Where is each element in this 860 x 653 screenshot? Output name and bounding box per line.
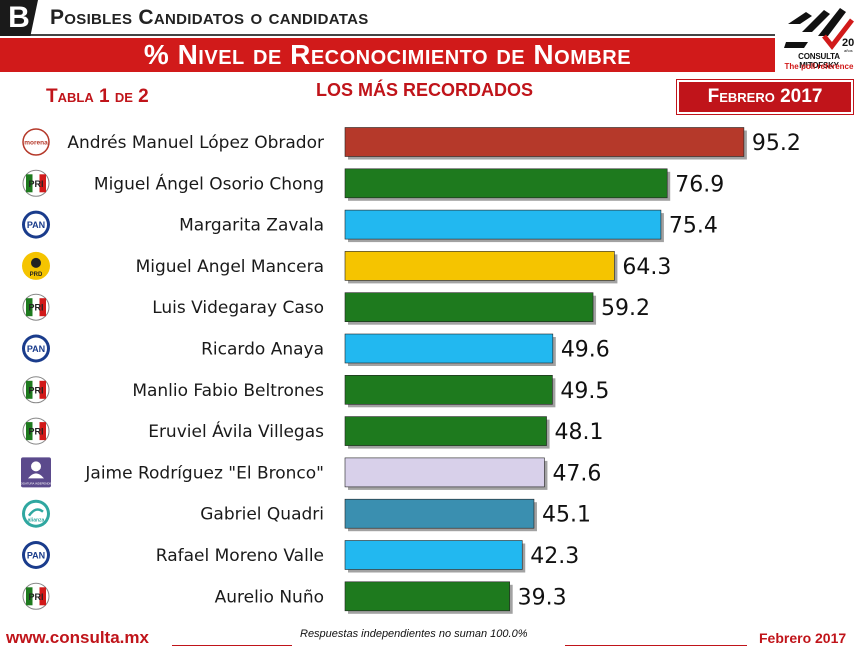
value-label: 59.2 bbox=[601, 296, 650, 321]
chart-row: PRI Eruviel Ávila Villegas 48.1 bbox=[22, 416, 604, 449]
chart-subtitle: LOS MÁS RECORDADOS bbox=[316, 80, 534, 100]
bar-pri bbox=[344, 374, 553, 405]
candidate-label: Andrés Manuel López Obrador bbox=[67, 133, 324, 153]
value-label: 45.1 bbox=[542, 503, 591, 528]
footer-divider-right bbox=[565, 645, 747, 646]
prd-party-icon: PRD bbox=[22, 251, 50, 280]
candidate-label: Miguel Angel Mancera bbox=[136, 257, 324, 277]
svg-text:PRI: PRI bbox=[28, 385, 43, 395]
section-title: Posibles Candidatos o candidatas bbox=[50, 6, 369, 29]
value-label: 39.3 bbox=[518, 585, 567, 610]
morena-party-icon: morena bbox=[22, 128, 50, 156]
bar-pri bbox=[344, 581, 510, 612]
candidate-label: Miguel Ángel Osorio Chong bbox=[94, 172, 324, 194]
bar-pan bbox=[344, 333, 554, 364]
panal-party-icon: alianza bbox=[22, 499, 50, 528]
pri-party-icon: PRI bbox=[22, 169, 50, 197]
footer-note: Respuestas independientes no suman 100.0… bbox=[300, 628, 528, 640]
candidate-label: Gabriel Quadri bbox=[200, 505, 324, 525]
svg-text:alianza: alianza bbox=[28, 518, 45, 524]
independiente-party-icon: CANDIDATURA INDEPENDIENTE bbox=[14, 457, 58, 488]
main-title-bar bbox=[0, 38, 775, 72]
recognition-bar-chart: morena Andrés Manuel López Obrador 95.2 PRI… bbox=[14, 127, 801, 614]
pri-party-icon: PRI bbox=[22, 293, 50, 321]
value-label: 48.1 bbox=[555, 420, 604, 445]
candidate-label: Luis Videgaray Caso bbox=[152, 298, 324, 318]
pan-party-icon: PAN bbox=[22, 210, 50, 239]
candidate-label: Aurelio Nuño bbox=[215, 587, 324, 607]
pri-party-icon: PRI bbox=[22, 376, 50, 404]
bar-pri bbox=[344, 292, 594, 322]
value-label: 42.3 bbox=[530, 544, 579, 569]
value-label: 47.6 bbox=[552, 461, 601, 486]
date-badge: Febrero 2017 bbox=[676, 79, 854, 115]
value-label: 49.6 bbox=[561, 338, 610, 363]
value-label: 75.4 bbox=[669, 214, 718, 239]
candidate-label: Rafael Moreno Valle bbox=[156, 546, 324, 566]
logo-name: CONSULTA MITOFSKY bbox=[798, 52, 840, 70]
value-label: 64.3 bbox=[622, 255, 671, 280]
chart-row: PAN Margarita Zavala 75.4 bbox=[22, 209, 718, 243]
bar-prd bbox=[344, 251, 615, 281]
chart-row: alianza Gabriel Quadri 45.1 bbox=[22, 498, 591, 532]
bar-pan bbox=[344, 540, 523, 570]
svg-text:PRI: PRI bbox=[28, 179, 43, 189]
svg-text:PRD: PRD bbox=[30, 272, 43, 278]
chart-row: PAN Rafael Moreno Valle 42.3 bbox=[22, 540, 579, 573]
svg-text:PAN: PAN bbox=[27, 220, 45, 230]
pri-party-icon: PRI bbox=[22, 417, 50, 445]
bar-independiente bbox=[344, 457, 545, 488]
footer-url[interactable]: www.consulta.mx bbox=[6, 628, 149, 647]
svg-text:PAN: PAN bbox=[27, 551, 45, 561]
candidate-label: Jaime Rodríguez "El Bronco" bbox=[84, 463, 324, 483]
logo-tagline: The poll reference bbox=[784, 62, 854, 71]
chart-row: morena Andrés Manuel López Obrador 95.2 bbox=[22, 127, 801, 160]
main-title: % Nivel de Reconocimiento de Nombre bbox=[143, 39, 632, 70]
pan-party-icon: PAN bbox=[22, 541, 50, 569]
svg-text:CANDIDATURA INDEPENDIENTE: CANDIDATURA INDEPENDIENTE bbox=[14, 481, 57, 485]
chart-row: PAN Ricardo Anaya 49.6 bbox=[22, 333, 610, 366]
value-label: 95.2 bbox=[752, 131, 801, 156]
table-label: Tabla 1 de 2 bbox=[46, 86, 149, 107]
chart-row: PRI Miguel Ángel Osorio Chong 76.9 bbox=[22, 168, 724, 201]
svg-text:PAN: PAN bbox=[27, 344, 45, 354]
bar-morena bbox=[344, 127, 745, 157]
value-label: 76.9 bbox=[675, 172, 724, 197]
footer-divider-left bbox=[172, 645, 292, 646]
chart-row: CANDIDATURA INDEPENDIENTE Jaime Rodríguez… bbox=[14, 457, 601, 490]
section-badge: B bbox=[0, 0, 38, 36]
candidate-label: Eruviel Ávila Villegas bbox=[148, 420, 324, 442]
value-label: 49.5 bbox=[560, 379, 609, 404]
pan-party-icon: PAN bbox=[22, 334, 50, 363]
chart-row: PRI Aurelio Nuño 39.3 bbox=[22, 581, 567, 614]
candidate-label: Manlio Fabio Beltrones bbox=[132, 381, 324, 401]
candidate-label: Margarita Zavala bbox=[179, 216, 324, 236]
section-header-bar bbox=[0, 0, 775, 36]
chart-row: PRD Miguel Angel Mancera 64.3 bbox=[22, 251, 671, 284]
svg-text:PRI: PRI bbox=[28, 592, 43, 602]
bar-panal bbox=[344, 498, 535, 529]
chart-row: PRI Luis Videgaray Caso 59.2 bbox=[22, 292, 650, 325]
logo-anniversary: 20 bbox=[842, 37, 854, 49]
candidate-label: Ricardo Anaya bbox=[201, 340, 324, 360]
consulta-mitofsky-logo: 20 años bbox=[784, 8, 854, 53]
bar-pri bbox=[344, 168, 668, 199]
logo-anniversary-suffix: años bbox=[844, 48, 853, 53]
svg-text:PRI: PRI bbox=[28, 303, 43, 313]
footer-date: Febrero 2017 bbox=[759, 630, 847, 646]
pri-party-icon: PRI bbox=[22, 582, 50, 610]
bar-pan bbox=[344, 209, 662, 240]
svg-text:morena: morena bbox=[24, 140, 48, 147]
bar-pri bbox=[344, 416, 547, 446]
chart-row: PRI Manlio Fabio Beltrones 49.5 bbox=[22, 374, 609, 408]
svg-text:PRI: PRI bbox=[28, 427, 43, 437]
